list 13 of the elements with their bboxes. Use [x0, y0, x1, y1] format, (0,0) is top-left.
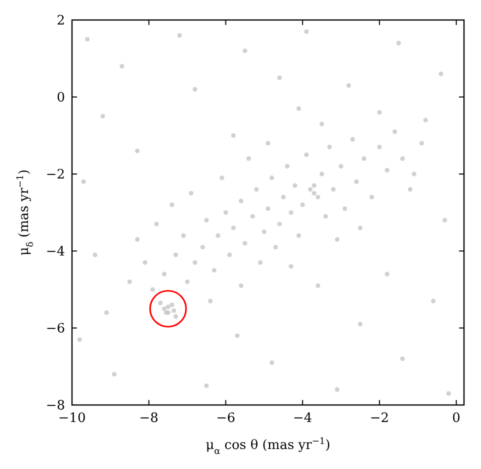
y-tick-label: −4 [46, 244, 65, 260]
y-tick-label: −8 [46, 398, 65, 414]
y-tick-label: 0 [56, 90, 65, 106]
y-tick-label: 2 [56, 14, 65, 29]
x-tick-label: −6 [216, 411, 236, 426]
y-tick-label: −6 [46, 322, 65, 337]
x-tick-label: −10 [58, 411, 86, 426]
x-axis-title: μ$_{α}$ cos θ (mas yr$^{−1}$) [206, 437, 330, 457]
x-tick-label: −4 [293, 411, 312, 426]
y-tick-label: −2 [46, 168, 65, 183]
x-tick-label: −2 [370, 411, 390, 426]
x-tick-label: 0 [452, 411, 460, 426]
x-tick-label: −8 [139, 411, 158, 426]
